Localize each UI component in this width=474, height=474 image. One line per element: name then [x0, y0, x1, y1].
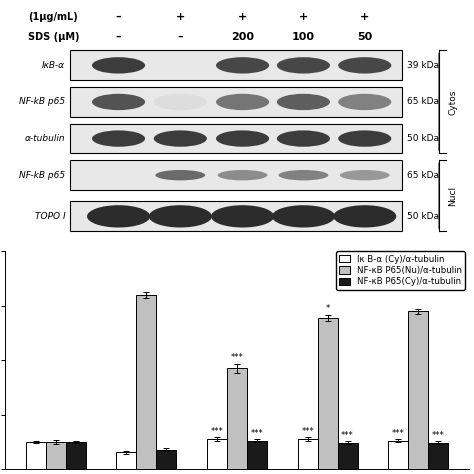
Bar: [46, 442, 66, 469]
Ellipse shape: [149, 205, 212, 228]
Text: 200: 200: [231, 32, 254, 42]
Text: ***: ***: [392, 429, 405, 438]
Text: +: +: [299, 11, 308, 22]
Text: ***: ***: [251, 429, 264, 438]
Text: +: +: [238, 11, 247, 22]
Ellipse shape: [216, 130, 269, 147]
Text: –: –: [116, 11, 121, 22]
Text: 50 kDa: 50 kDa: [407, 212, 438, 221]
Text: ***: ***: [432, 431, 445, 440]
Text: 39 kDa: 39 kDa: [407, 61, 438, 70]
Ellipse shape: [92, 57, 145, 73]
Text: ***: ***: [210, 427, 223, 436]
Bar: [298, 439, 318, 469]
Ellipse shape: [216, 94, 269, 110]
Ellipse shape: [277, 94, 330, 110]
Text: Nucl: Nucl: [448, 186, 457, 206]
Ellipse shape: [338, 94, 392, 110]
Bar: [70, 160, 402, 190]
Bar: [70, 201, 402, 231]
Text: 100: 100: [292, 32, 315, 42]
Bar: [428, 443, 448, 469]
Bar: [408, 311, 428, 469]
Ellipse shape: [216, 57, 269, 73]
Ellipse shape: [92, 130, 145, 147]
Ellipse shape: [277, 57, 330, 73]
Bar: [337, 443, 357, 469]
Ellipse shape: [340, 170, 390, 181]
Bar: [70, 87, 402, 117]
Text: –: –: [116, 32, 121, 42]
Ellipse shape: [338, 130, 392, 147]
Legend: Iκ B-α (Cy)/α-tubulin, NF-κB P65(Nu)/α-tubulin, NF-κB P65(Cy)/α-tubulin: Iκ B-α (Cy)/α-tubulin, NF-κB P65(Nu)/α-t…: [336, 251, 465, 290]
Ellipse shape: [154, 130, 207, 147]
Bar: [247, 441, 267, 469]
Text: *: *: [326, 304, 330, 313]
Ellipse shape: [338, 57, 392, 73]
Bar: [117, 452, 137, 469]
Text: TOPO I: TOPO I: [35, 212, 65, 221]
Ellipse shape: [218, 170, 267, 181]
Text: +: +: [360, 11, 369, 22]
Ellipse shape: [277, 130, 330, 147]
Ellipse shape: [272, 205, 335, 228]
Text: 65 kDa: 65 kDa: [407, 98, 438, 107]
Ellipse shape: [87, 205, 150, 228]
Ellipse shape: [279, 170, 328, 181]
Text: 65 kDa: 65 kDa: [407, 171, 438, 180]
Text: IκB-α: IκB-α: [42, 61, 65, 70]
Text: (1μg/mL): (1μg/mL): [28, 11, 78, 22]
Ellipse shape: [92, 94, 145, 110]
Text: +: +: [176, 11, 185, 22]
Text: 50: 50: [357, 32, 373, 42]
Bar: [156, 450, 176, 469]
Bar: [70, 124, 402, 154]
Bar: [70, 51, 402, 80]
Text: 50 kDa: 50 kDa: [407, 134, 438, 143]
Text: SDS (μM): SDS (μM): [28, 32, 80, 42]
Ellipse shape: [333, 205, 396, 228]
Text: ***: ***: [231, 353, 243, 362]
Bar: [318, 318, 337, 469]
Bar: [137, 295, 156, 469]
Text: α-tubulin: α-tubulin: [25, 134, 65, 143]
Ellipse shape: [211, 205, 274, 228]
Bar: [227, 368, 247, 469]
Text: NF-kB p65: NF-kB p65: [19, 98, 65, 107]
Ellipse shape: [154, 94, 207, 110]
Text: Cytos: Cytos: [448, 89, 457, 115]
Bar: [207, 439, 227, 469]
Bar: [26, 442, 46, 469]
Bar: [388, 441, 408, 469]
Text: ***: ***: [301, 427, 314, 436]
Ellipse shape: [155, 170, 205, 181]
Bar: [66, 442, 86, 469]
Text: –: –: [178, 32, 183, 42]
Text: NF-kB p65: NF-kB p65: [19, 171, 65, 180]
Text: ***: ***: [341, 431, 354, 440]
